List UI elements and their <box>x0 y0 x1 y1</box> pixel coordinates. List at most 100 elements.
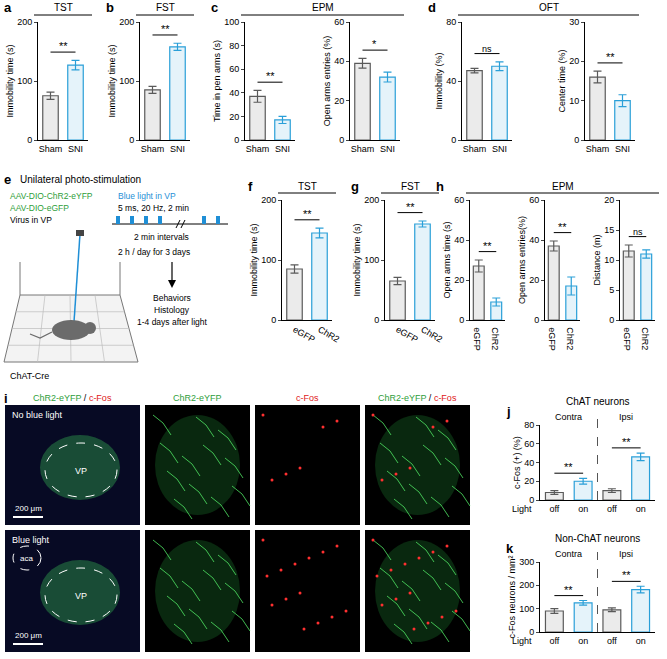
svg-text:EPM: EPM <box>312 2 334 13</box>
svg-text:80: 80 <box>524 420 534 430</box>
svg-text:Sham: Sham <box>463 144 487 154</box>
svg-text:Virus in VP: Virus in VP <box>10 215 52 225</box>
svg-text:Sham: Sham <box>39 144 63 154</box>
svg-text:0: 0 <box>271 315 276 325</box>
svg-text:200: 200 <box>17 17 32 27</box>
svg-text:30: 30 <box>569 17 579 27</box>
svg-text:TST: TST <box>54 2 73 13</box>
svg-text:40: 40 <box>529 235 539 245</box>
svg-text:20: 20 <box>454 275 464 285</box>
svg-text:80: 80 <box>229 41 239 51</box>
svg-text:on: on <box>636 504 646 514</box>
svg-text:0: 0 <box>234 135 239 145</box>
svg-text:SNI: SNI <box>492 144 507 154</box>
svg-text:j: j <box>506 404 511 419</box>
svg-text:0: 0 <box>459 315 464 325</box>
svg-text:60: 60 <box>229 64 239 74</box>
svg-text:c: c <box>211 0 218 15</box>
svg-text:ChR2: ChR2 <box>316 324 341 344</box>
svg-text:200: 200 <box>261 195 276 205</box>
svg-text:d: d <box>428 0 436 15</box>
svg-text:ns: ns <box>633 227 643 237</box>
svg-text:Immobility time (s): Immobility time (s) <box>249 223 259 296</box>
svg-text:0: 0 <box>534 315 539 325</box>
svg-text:on: on <box>578 636 588 646</box>
svg-text:5: 5 <box>609 285 614 295</box>
svg-text:Open arms time (s): Open arms time (s) <box>442 221 452 298</box>
svg-text:100: 100 <box>17 76 32 86</box>
svg-text:AAV-DIO-ChR2-eYFP: AAV-DIO-ChR2-eYFP <box>10 191 93 201</box>
svg-text:Immobility time (s): Immobility time (s) <box>5 44 15 117</box>
svg-text:5 ms, 20 Hz, 2 min: 5 ms, 20 Hz, 2 min <box>118 203 189 213</box>
svg-text:**: ** <box>161 23 170 35</box>
svg-text:EPM: EPM <box>552 181 574 192</box>
svg-text:Light: Light <box>512 636 532 646</box>
svg-text:Sham: Sham <box>586 144 610 154</box>
svg-text:Time in pen arms (s): Time in pen arms (s) <box>212 40 222 122</box>
svg-text:FST: FST <box>156 2 175 13</box>
svg-text:40: 40 <box>446 76 456 86</box>
svg-text:Immobility (%): Immobility (%) <box>434 52 444 109</box>
svg-text:200: 200 <box>119 17 134 27</box>
svg-text:FST: FST <box>401 181 420 192</box>
svg-text:0: 0 <box>451 135 456 145</box>
svg-text:60: 60 <box>524 439 534 449</box>
svg-text:OFT: OFT <box>539 2 559 13</box>
svg-text:AAV-DIO-eGFP: AAV-DIO-eGFP <box>10 203 69 213</box>
svg-text:200: 200 <box>519 580 534 590</box>
svg-text:eGFP: eGFP <box>472 327 482 351</box>
svg-text:Open arms entries(%): Open arms entries(%) <box>517 216 527 304</box>
svg-text:20: 20 <box>229 112 239 122</box>
svg-text:Immobility time (s): Immobility time (s) <box>352 223 362 296</box>
svg-text:eGFP: eGFP <box>622 327 632 351</box>
svg-text:60: 60 <box>334 17 344 27</box>
svg-text:Center time (%): Center time (%) <box>557 49 567 112</box>
svg-text:off: off <box>549 504 559 514</box>
svg-text:0: 0 <box>529 627 534 637</box>
svg-text:Light: Light <box>512 504 532 514</box>
svg-text:c-Fos neurons / mm²: c-Fos neurons / mm² <box>507 555 517 638</box>
svg-text:off: off <box>549 636 559 646</box>
svg-text:ns: ns <box>482 44 492 54</box>
svg-text:Blue light: Blue light <box>12 535 50 545</box>
svg-text:ChR2: ChR2 <box>640 327 650 350</box>
svg-text:**: ** <box>558 221 567 233</box>
svg-text:SNI: SNI <box>615 144 630 154</box>
svg-text:ChAT neurons: ChAT neurons <box>566 396 630 407</box>
svg-text:40: 40 <box>524 458 534 468</box>
svg-text:ChR2-eYFP / c-Fos: ChR2-eYFP / c-Fos <box>33 393 112 403</box>
svg-text:VP: VP <box>75 466 87 476</box>
svg-text:0: 0 <box>529 495 534 505</box>
svg-text:100: 100 <box>261 255 276 265</box>
svg-text:60: 60 <box>454 195 464 205</box>
svg-text:**: ** <box>564 584 573 596</box>
svg-text:Non-ChAT neurons: Non-ChAT neurons <box>555 533 640 544</box>
svg-text:ChR2: ChR2 <box>490 327 500 350</box>
svg-text:200 μm: 200 μm <box>15 631 42 640</box>
svg-text:100: 100 <box>519 604 534 614</box>
svg-text:2 min intervals: 2 min intervals <box>134 232 189 242</box>
svg-text:**: ** <box>483 240 492 252</box>
svg-text:40: 40 <box>334 56 344 66</box>
svg-text:0: 0 <box>609 315 614 325</box>
svg-text:**: ** <box>266 70 275 82</box>
svg-text:on: on <box>636 636 646 646</box>
svg-text:60: 60 <box>529 195 539 205</box>
svg-text:200: 200 <box>364 195 379 205</box>
svg-text:10: 10 <box>604 255 614 265</box>
svg-text:15: 15 <box>604 225 614 235</box>
svg-text:a: a <box>4 0 12 15</box>
svg-text:0: 0 <box>129 135 134 145</box>
svg-text:off: off <box>607 504 617 514</box>
svg-text:VP: VP <box>75 591 87 601</box>
svg-text:Contra: Contra <box>555 412 582 422</box>
svg-text:eGFP: eGFP <box>291 324 316 344</box>
svg-text:**: ** <box>606 51 615 63</box>
svg-text:*: * <box>372 38 377 50</box>
svg-text:**: ** <box>406 201 415 213</box>
svg-text:80: 80 <box>446 17 456 27</box>
svg-text:c-Fos (+) (%): c-Fos (+) (%) <box>512 436 522 489</box>
svg-text:SNI: SNI <box>380 144 395 154</box>
svg-text:Ipsi: Ipsi <box>619 412 633 422</box>
svg-text:h: h <box>436 179 444 194</box>
